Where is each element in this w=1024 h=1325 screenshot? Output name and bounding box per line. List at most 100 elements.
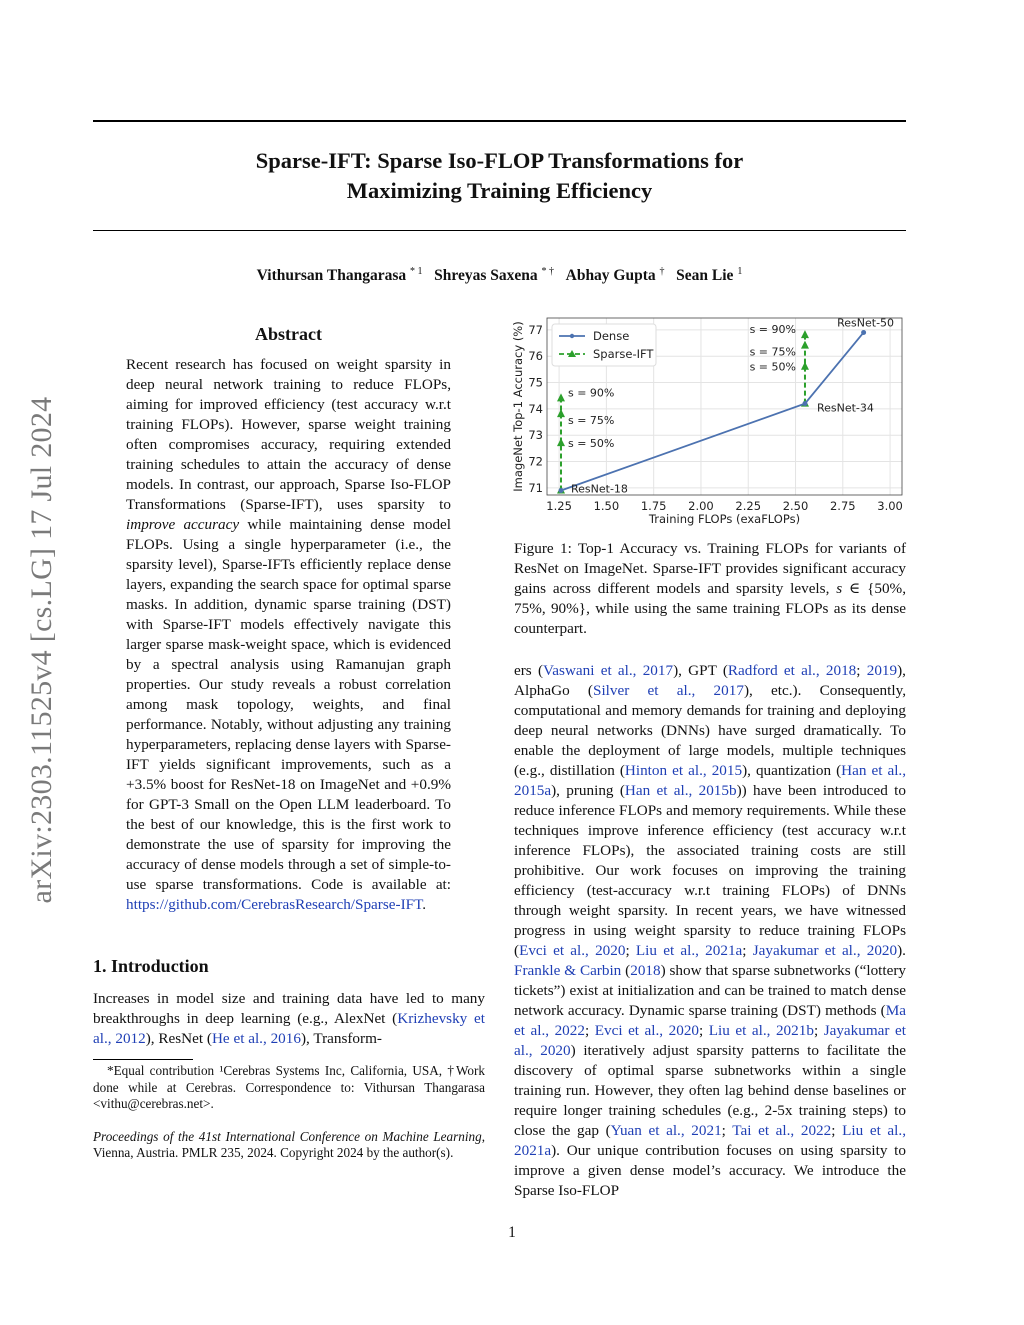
model-label: ResNet-50	[837, 316, 894, 329]
citation-link[interactable]: He et al., 2016	[211, 1030, 301, 1047]
citation-link[interactable]: Han et al., 2015b	[624, 782, 737, 799]
author-affiliation-mark: * †	[541, 266, 555, 277]
author-name: Abhay Gupta	[565, 267, 656, 285]
citation-link[interactable]: Radford et al., 2018	[727, 662, 857, 679]
dense-marker	[802, 401, 808, 407]
dense-marker	[558, 488, 564, 494]
text-segment: ;	[584, 1022, 595, 1039]
text-segment: ), GPT (	[673, 662, 728, 679]
paragraph: ers (Vaswani et al., 2017), GPT (Radford…	[514, 661, 906, 1201]
proceedings-venue: Proceedings of the 41st International Co…	[93, 1128, 482, 1144]
abstract-body: Recent research has focused on weight sp…	[126, 355, 451, 915]
text-segment: ) iteratively adjust sparsity patterns t…	[514, 1042, 906, 1139]
text-segment: ;	[742, 942, 753, 959]
page-number: 1	[508, 1224, 516, 1241]
citation-link[interactable]: Liu et al., 2021a	[514, 1122, 906, 1159]
y-tick-label: 73	[528, 428, 543, 442]
citation-link[interactable]: Han et al., 2015a	[514, 762, 907, 799]
citation-link[interactable]: Vaswani et al., 2017	[543, 662, 674, 679]
text-segment: .	[422, 896, 427, 913]
introduction-body: Increases in model size and training dat…	[93, 989, 485, 1049]
text-segment: ). Our unique contribution focuses on us…	[514, 1142, 906, 1199]
citation-link[interactable]: Evci et al., 2020	[519, 942, 626, 959]
author-name: Vithursan Thangarasa	[256, 267, 407, 285]
y-tick-label: 75	[528, 376, 543, 390]
sparse-ift-marker	[556, 409, 565, 418]
paragraph: Figure 1: Top-1 Accuracy vs. Training FL…	[514, 539, 906, 639]
x-tick-label: 1.25	[546, 499, 572, 513]
sparsity-label: s = 75%	[750, 346, 796, 359]
footnote-proceedings: Proceedings of the 41st International Co…	[93, 1129, 485, 1162]
citation-link[interactable]: 2018	[630, 962, 661, 979]
sparsity-label: s = 90%	[568, 386, 614, 399]
text-segment: )) have been introduced to reduce infere…	[514, 782, 906, 959]
paragraph: Increases in model size and training dat…	[93, 989, 485, 1049]
citation-link[interactable]: Tai et al., 2022	[732, 1122, 832, 1139]
x-tick-label: 1.75	[641, 499, 667, 513]
y-tick-label: 76	[528, 349, 543, 363]
plot-frame	[546, 317, 903, 496]
y-axis-label: ImageNet Top-1 Accuracy (%)	[511, 321, 525, 491]
abstract-heading: Abstract	[255, 324, 322, 344]
text-segment: ).	[897, 942, 906, 959]
citation-link[interactable]: Jayakumar et al., 2020	[514, 1022, 906, 1059]
dense-marker	[861, 329, 867, 335]
text-segment: ;	[625, 942, 636, 959]
legend-sparse-marker	[568, 350, 576, 357]
text-segment: ;	[831, 1122, 843, 1139]
x-tick-label: 2.75	[830, 499, 856, 513]
sparsity-label: s = 90%	[750, 323, 796, 336]
citation-link[interactable]: 2019	[866, 662, 898, 679]
sparse-ift-marker	[800, 340, 809, 349]
citation-link[interactable]: Ma et al., 2022	[514, 1002, 906, 1039]
proceedings-details: , Vienna, Austria. PMLR 235, 2024. Copyr…	[93, 1128, 485, 1161]
author-affiliation-mark: 1	[737, 266, 743, 277]
author-name: Shreyas Saxena	[434, 267, 538, 285]
citation-link[interactable]: Evci et al., 2020	[594, 1022, 700, 1039]
text-segment: Recent research has focused on weight sp…	[126, 356, 451, 513]
y-tick-label: 74	[528, 402, 543, 416]
text-segment: ), quantization (	[742, 762, 842, 779]
citation-link[interactable]: https://github.com/CerebrasResearch/Spar…	[126, 896, 423, 913]
italic-text: improve accuracy	[126, 516, 240, 533]
title-bottom-rule	[93, 230, 906, 231]
y-tick-label: 72	[528, 455, 543, 469]
author-affiliation-mark: †	[659, 266, 665, 277]
citation-link[interactable]: Liu et al., 2021a	[635, 942, 743, 959]
text-segment: Figure 1: Top-1 Accuracy vs. Training FL…	[514, 540, 906, 597]
y-tick-label: 71	[528, 481, 543, 495]
left-column: Abstract Recent research has focused on …	[93, 323, 485, 1162]
model-label: ResNet-18	[571, 483, 628, 496]
model-label: ResNet-34	[817, 402, 874, 415]
citation-link[interactable]: Jayakumar et al., 2020	[752, 942, 898, 959]
introduction-body-continued: ers (Vaswani et al., 2017), GPT (Radford…	[514, 661, 906, 1201]
top-rule	[93, 120, 906, 122]
paper-title: Sparse-IFT: Sparse Iso-FLOP Transformati…	[93, 146, 906, 206]
footnote-rule	[93, 1059, 193, 1060]
title-line: Sparse-IFT: Sparse Iso-FLOP Transformati…	[255, 148, 744, 173]
author-affiliation-mark: * 1	[410, 266, 423, 277]
citation-link[interactable]: Silver et al., 2017	[593, 682, 744, 699]
legend-dense-marker	[569, 333, 575, 339]
citation-link[interactable]: Liu et al., 2021b	[708, 1022, 814, 1039]
title-line: Maximizing Training Efficiency	[346, 178, 653, 203]
author-list: Vithursan Thangarasa * 1 Shreyas Saxena …	[93, 266, 906, 285]
legend-box	[551, 323, 657, 367]
sparsity-label: s = 50%	[750, 361, 796, 374]
right-column: 1.25 1.50 1.75 2.00 2.25 2.50 2.75 3.00 71 72 73 74…	[510, 315, 910, 1201]
text-segment: ;	[813, 1022, 824, 1039]
citation-link[interactable]: Krizhevsky et al., 2012	[93, 1010, 485, 1047]
italic-text: s	[836, 580, 843, 597]
arxiv-stamp: arXiv:2303.11525v4 [cs.LG] 17 Jul 2024	[25, 396, 58, 904]
legend-sparse-label: Sparse-IFT	[593, 347, 654, 361]
text-segment: (	[621, 962, 631, 979]
text-segment: ), etc.). Consequently, computational an…	[514, 682, 906, 779]
x-tick-label: 3.00	[877, 499, 903, 513]
sparse-ift-marker	[556, 393, 565, 402]
text-segment: ), AlphaGo (	[514, 662, 906, 699]
citation-link[interactable]: Frankle & Carbin	[514, 962, 622, 979]
text-segment: ;	[856, 662, 867, 679]
citation-link[interactable]: Yuan et al., 2021	[610, 1122, 722, 1139]
citation-link[interactable]: Hinton et al., 2015	[624, 762, 743, 779]
text-segment: ers (	[514, 662, 544, 679]
